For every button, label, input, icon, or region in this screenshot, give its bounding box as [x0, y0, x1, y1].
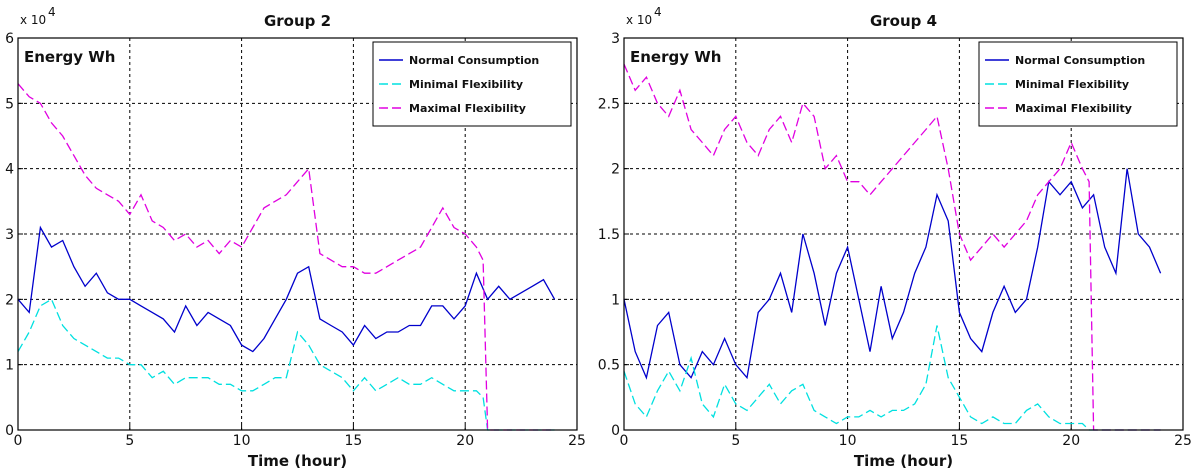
y-multiplier-exponent: 4: [48, 5, 56, 19]
x-tick-label: 15: [344, 433, 362, 449]
legend-box: [978, 41, 1178, 127]
chart-2: 0 0.5 1 1.5 2 2.5 3 0 5 10 15 20 25 Group 4 x 104 Energ…: [598, 5, 1192, 470]
y-tick-label: 6: [5, 31, 14, 47]
y-tick-label: 5: [5, 96, 14, 112]
y-axis-label: Energy Wh: [630, 48, 721, 66]
series-line-normal-consumption: [17, 225, 556, 353]
x-tick-label: 15: [950, 433, 968, 449]
y-tick-label: 1.5: [598, 227, 620, 243]
series-line-maximal-flexibility: [623, 63, 1161, 431]
x-tick-label: 10: [233, 433, 251, 449]
y-tick-label: 2: [611, 162, 620, 178]
y-tick-label: 0: [611, 423, 620, 439]
legend-box: [372, 41, 572, 127]
legend-label: Normal Consumption: [1015, 54, 1145, 67]
y-axis-label: Energy Wh: [24, 48, 115, 66]
x-tick-label: 0: [14, 433, 23, 449]
y-tick-label: 3: [5, 227, 14, 243]
legend-label: Normal Consumption: [409, 54, 539, 67]
x-tick-label: 5: [731, 433, 740, 449]
x-axis-label: Time (hour): [248, 452, 347, 470]
plot-frame: [17, 37, 578, 431]
x-tick-label: 10: [839, 433, 857, 449]
chart-title: Group 4: [870, 12, 937, 30]
x-tick-label: 5: [125, 433, 134, 449]
y-multiplier: x 10: [626, 13, 652, 27]
x-tick-label: 0: [620, 433, 629, 449]
series-line-minimal-flexibility: [17, 298, 555, 431]
y-tick-label: 2: [5, 292, 14, 308]
y-tick-label: 0.5: [598, 358, 620, 374]
x-tick-label: 25: [1174, 433, 1192, 449]
legend-label: Maximal Flexibility: [1015, 102, 1132, 115]
series-line-maximal-flexibility: [17, 83, 555, 431]
x-tick-label: 20: [456, 433, 474, 449]
legend: Normal Consumption Minimal Flexibility Max…: [978, 41, 1178, 127]
y-multiplier-exponent: 4: [654, 5, 662, 19]
legend-label: Minimal Flexibility: [1015, 78, 1129, 91]
y-tick-label: 1: [5, 358, 14, 374]
y-tick-label: 4: [5, 162, 14, 178]
legend-label: Maximal Flexibility: [409, 102, 526, 115]
plot-frame: [623, 37, 1184, 431]
x-axis-label: Time (hour): [854, 452, 953, 470]
legend-label: Minimal Flexibility: [409, 78, 523, 91]
series-line-normal-consumption: [623, 168, 1162, 380]
series-line-minimal-flexibility: [623, 325, 1161, 431]
y-tick-label: 1: [611, 292, 620, 308]
y-tick-label: 3: [611, 31, 620, 47]
x-tick-label: 20: [1062, 433, 1080, 449]
y-multiplier: x 10: [20, 13, 46, 27]
x-tick-label: 25: [568, 433, 586, 449]
chart-title: Group 2: [264, 12, 331, 30]
legend: Normal Consumption Minimal Flexibility Max…: [372, 41, 572, 127]
y-tick-label: 2.5: [598, 96, 620, 112]
y-tick-label: 0: [5, 423, 14, 439]
